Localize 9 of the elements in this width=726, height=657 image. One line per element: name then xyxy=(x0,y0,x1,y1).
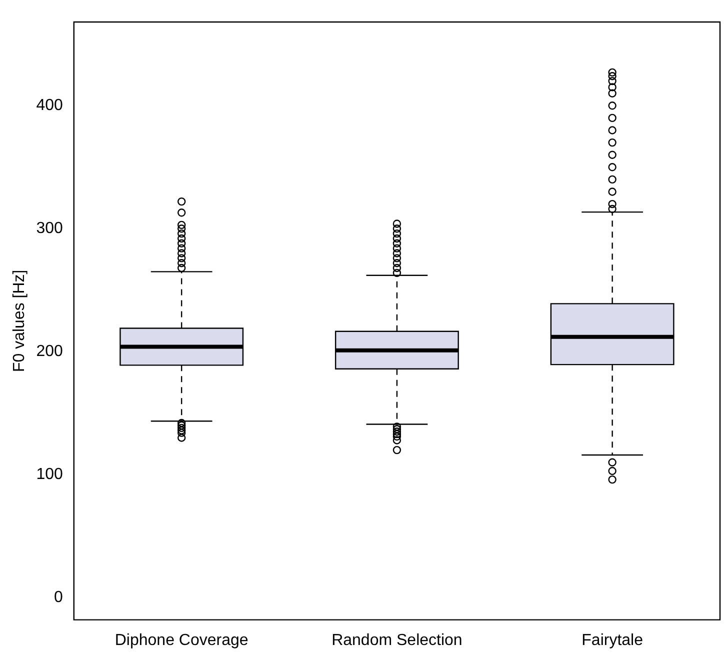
y-tick-label: 300 xyxy=(36,220,63,238)
y-tick-label: 400 xyxy=(36,97,63,114)
y-tick-label: 200 xyxy=(36,343,63,360)
x-tick-label: Diphone Coverage xyxy=(114,632,248,649)
y-tick-label: 0 xyxy=(54,589,63,606)
y-tick-label: 100 xyxy=(36,466,63,484)
y-axis-title: F0 values [Hz] xyxy=(11,270,28,372)
x-tick-label: Random Selection xyxy=(332,632,462,649)
x-tick-label: Fairytale xyxy=(582,632,644,649)
